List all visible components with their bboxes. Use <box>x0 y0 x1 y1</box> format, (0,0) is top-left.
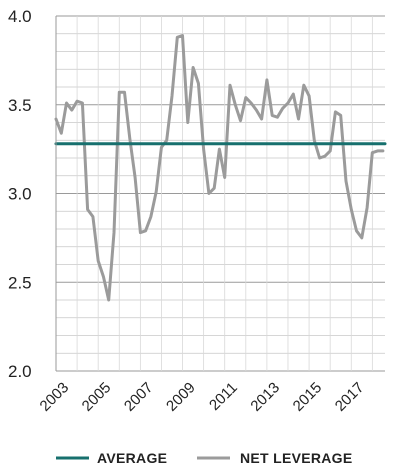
vertical-gridlines <box>76 16 373 371</box>
y-tick-label: 3.0 <box>8 185 32 204</box>
x-tick-label: 2007 <box>121 379 157 415</box>
x-tick-label: 2015 <box>290 379 326 415</box>
x-tick-label: 2011 <box>206 379 241 414</box>
y-axis-tick-labels: 2.0 2.5 3.0 3.5 4.0 <box>8 7 32 381</box>
y-tick-label: 2.0 <box>8 362 32 381</box>
legend-label-average: AVERAGE <box>97 450 167 466</box>
x-tick-label: 2017 <box>332 379 368 415</box>
y-tick-label: 3.5 <box>8 96 32 115</box>
y-tick-label: 4.0 <box>8 7 32 26</box>
x-tick-label: 2005 <box>79 379 115 415</box>
x-tick-label: 2013 <box>247 379 283 415</box>
net-leverage-line <box>54 34 385 302</box>
x-axis-tick-labels: 2003 2005 2007 2009 2011 2013 2015 2017 <box>37 379 368 415</box>
x-tick-label: 2009 <box>163 379 199 415</box>
legend: AVERAGE NET LEVERAGE <box>56 450 353 466</box>
legend-label-net-leverage: NET LEVERAGE <box>240 450 353 466</box>
horizontal-gridlines <box>56 15 385 372</box>
y-tick-label: 2.5 <box>8 273 32 292</box>
chart-series <box>54 34 387 302</box>
x-tick-label: 2003 <box>37 379 73 415</box>
